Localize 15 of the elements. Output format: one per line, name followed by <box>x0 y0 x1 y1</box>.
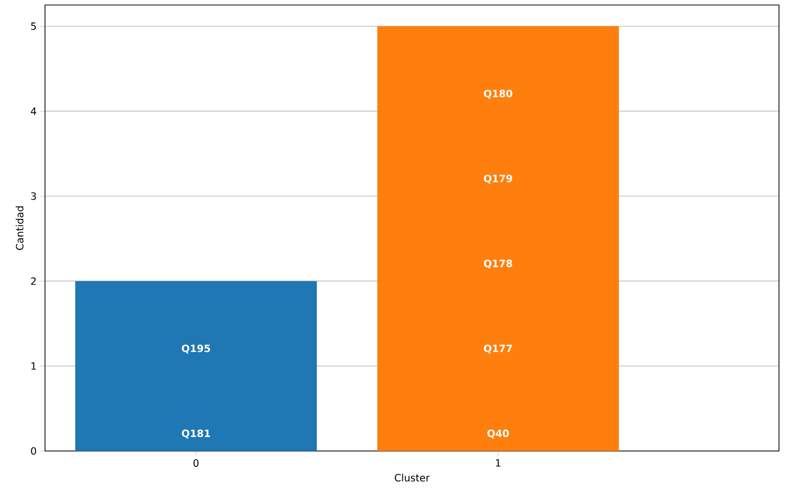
annotation: Q179 <box>484 174 512 184</box>
x-axis-title: Cluster <box>394 474 430 482</box>
y-tick-label: 3 <box>31 192 36 200</box>
y-axis-title: Cantidad <box>16 206 24 250</box>
y-tick-label: 0 <box>31 447 36 455</box>
y-tick-label: 5 <box>31 22 36 30</box>
annotation: Q181 <box>182 430 210 438</box>
y-tick-label: 4 <box>30 108 36 115</box>
annotation: Q178 <box>484 260 512 269</box>
y-tick-label: 1 <box>31 362 36 370</box>
annotation: Q180 <box>484 90 512 99</box>
annotation: Q40 <box>487 430 509 438</box>
annotation: Q195 <box>182 344 210 354</box>
y-tick-label: 2 <box>31 277 36 285</box>
annotation: Q177 <box>484 344 512 354</box>
